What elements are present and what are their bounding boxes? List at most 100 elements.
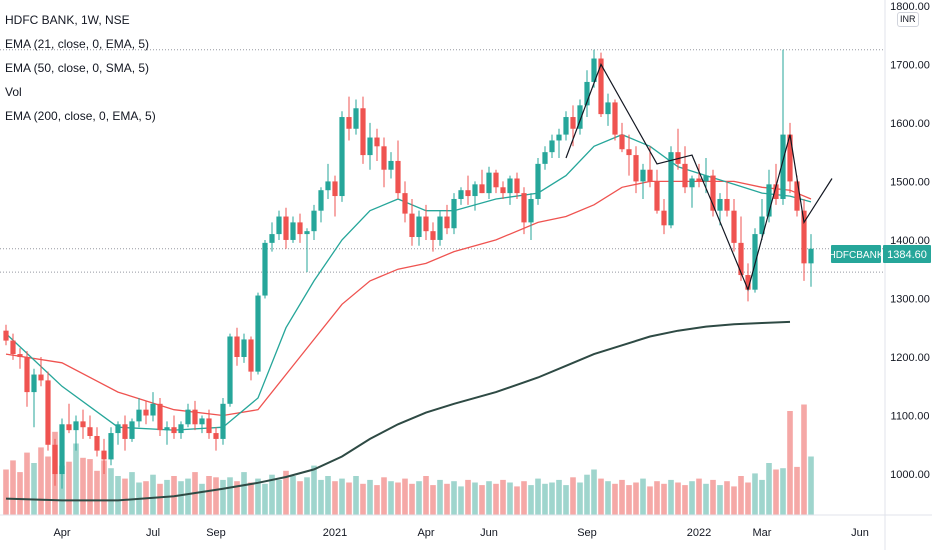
candle-body — [199, 418, 205, 425]
legend-ema200[interactable]: EMA (200, close, 0, EMA, 5) — [5, 109, 156, 123]
candle-body — [150, 403, 156, 416]
candle-body — [157, 403, 163, 431]
candle-body — [311, 210, 317, 232]
candle-body — [339, 117, 345, 197]
volume-bar — [220, 479, 226, 515]
legend-vol[interactable]: Vol — [5, 85, 22, 99]
y-tick-label: 1700.00 — [890, 59, 930, 71]
volume-bar — [437, 479, 443, 515]
volume-bar — [633, 482, 639, 515]
volume-bar — [458, 486, 464, 515]
y-tick-label: 1400.00 — [890, 235, 930, 247]
volume-bar — [689, 481, 695, 515]
volume-bar — [542, 483, 548, 515]
volume-bar — [45, 456, 51, 515]
grid — [0, 49, 885, 273]
candle-body — [661, 210, 667, 226]
volume-bar — [24, 452, 30, 515]
volume-bar — [549, 482, 555, 515]
candle-body — [52, 444, 58, 475]
volume-bar — [479, 485, 485, 515]
candle-body — [710, 175, 716, 211]
volume-bar — [17, 472, 23, 515]
volume-bar — [682, 485, 688, 515]
volume-bar — [388, 481, 394, 515]
candle-body — [619, 134, 625, 150]
candle-body — [94, 435, 100, 451]
candle-body — [101, 450, 107, 460]
volume-bar — [500, 479, 506, 515]
candle-body — [10, 340, 16, 355]
y-tick-label: 1800.00 — [890, 1, 930, 13]
volume-bar — [339, 478, 345, 515]
volume-bar — [94, 470, 100, 515]
candle-body — [73, 421, 79, 431]
volume-bar — [486, 481, 492, 515]
volume-bar — [710, 479, 716, 515]
candle-body — [759, 216, 765, 235]
candle-body — [360, 108, 366, 156]
candle-body — [493, 172, 499, 188]
candle-body — [598, 58, 604, 115]
volume-bar — [535, 478, 541, 515]
candle-body — [528, 198, 534, 223]
volume-bar — [556, 479, 562, 515]
candle-body — [514, 178, 520, 194]
x-tick-label: Sep — [206, 527, 226, 539]
x-tick-label: Sep — [577, 527, 597, 539]
ema200-line — [5, 320, 791, 502]
volume-bar — [66, 461, 72, 515]
volume-bar — [787, 411, 793, 515]
x-tick-label: Mar — [753, 527, 772, 539]
volume-bar — [661, 483, 667, 515]
volume-bar — [150, 474, 156, 515]
candle-body — [696, 178, 702, 182]
volume-bar — [654, 481, 660, 515]
y-tick-label: 1500.00 — [890, 176, 930, 188]
candle-body — [129, 421, 135, 439]
candle-body — [304, 231, 310, 235]
candle-body — [87, 427, 93, 436]
candle-body — [416, 216, 422, 238]
volume-bar — [206, 476, 212, 515]
candle-body — [248, 339, 254, 372]
volume-bar — [269, 474, 275, 515]
candle-body — [689, 178, 695, 188]
candle-body — [227, 336, 233, 404]
volume-bar — [38, 447, 44, 515]
candle-body — [276, 216, 282, 235]
indicator-legend: HDFC BANK, 1W, NSE EMA (21, close, 0, EM… — [5, 8, 156, 128]
volume-bar — [647, 486, 653, 515]
volume-bar — [745, 482, 751, 515]
volume-bar — [584, 474, 590, 515]
candle-body — [766, 184, 772, 217]
legend-symbol[interactable]: HDFC BANK, 1W, NSE — [5, 13, 130, 27]
currency-scale-button[interactable]: INR — [897, 12, 919, 27]
candle-body — [290, 222, 296, 240]
candle-body — [255, 295, 261, 372]
volume-bar — [430, 485, 436, 515]
ema50-line — [5, 180, 812, 417]
candle-body — [59, 424, 65, 475]
legend-ema50[interactable]: EMA (50, close, 0, SMA, 5) — [5, 61, 150, 75]
volume-bar — [696, 478, 702, 515]
candle-body — [500, 187, 506, 194]
volume-bar — [381, 477, 387, 515]
candle-body — [584, 81, 590, 106]
candle-body — [178, 424, 184, 434]
candle-body — [185, 409, 191, 425]
volume-bar — [73, 443, 79, 515]
candle-body — [213, 433, 219, 439]
volume-bar — [766, 463, 772, 515]
volume-bar — [115, 476, 121, 515]
candle-body — [38, 374, 44, 381]
candle-body — [367, 137, 373, 156]
ema-lines — [5, 133, 812, 502]
candle-body — [31, 374, 37, 393]
x-tick-label: Jun — [480, 527, 498, 539]
x-tick-label: 2022 — [687, 527, 711, 539]
legend-ema21[interactable]: EMA (21, close, 0, EMA, 5) — [5, 37, 150, 51]
volume-bar — [87, 459, 93, 515]
volume-bar — [255, 478, 261, 515]
